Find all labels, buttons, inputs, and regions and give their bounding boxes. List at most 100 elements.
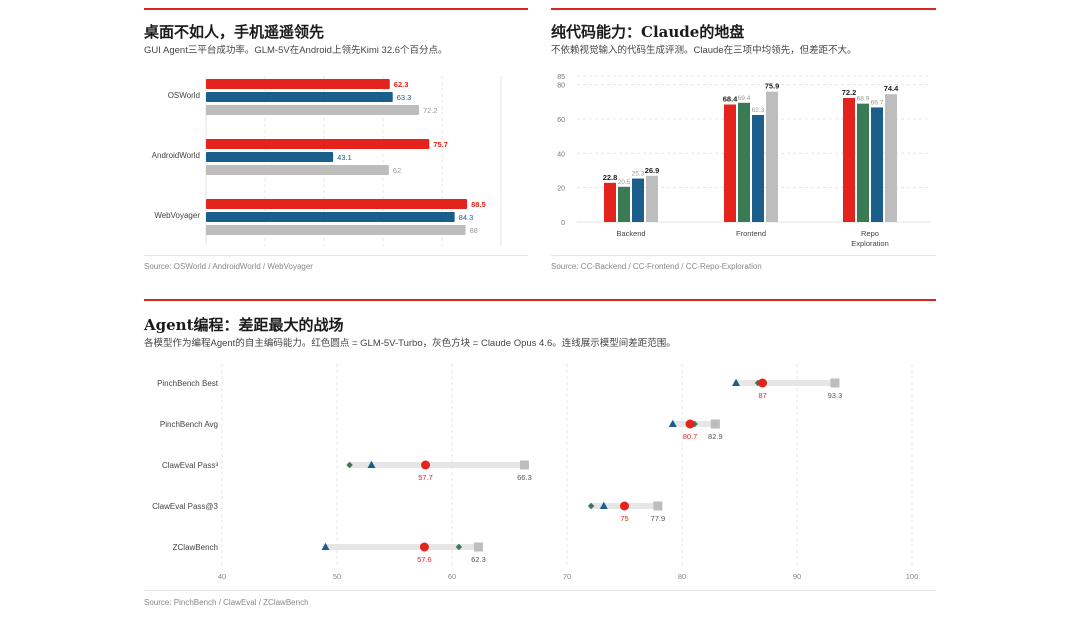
square-marker <box>830 378 840 388</box>
square-marker <box>473 542 483 552</box>
bar <box>724 104 736 222</box>
x-tick-label: 60 <box>448 572 456 581</box>
triangle-marker <box>367 460 376 468</box>
x-tick-label: 90 <box>793 572 801 581</box>
panel3-top-rule <box>144 299 936 301</box>
value-label: 72.2 <box>423 106 438 115</box>
circle-marker <box>421 460 431 470</box>
y-tick-label: 0 <box>561 220 565 227</box>
bar <box>632 178 644 222</box>
x-tick-label: 70 <box>563 572 571 581</box>
y-tick-label: 40 <box>557 151 565 158</box>
category-label: ClawEval Pass@3 <box>152 502 218 511</box>
square-value-label: 82.9 <box>708 432 723 441</box>
circle-marker <box>685 419 695 429</box>
category-label: Backend <box>616 229 645 238</box>
circle-marker <box>419 542 429 552</box>
panel2-title-cn2: 的地盘 <box>699 23 745 41</box>
diamond-marker <box>691 420 698 428</box>
bar <box>843 97 855 222</box>
bar <box>206 199 468 209</box>
category-label: Repo <box>861 229 879 238</box>
value-label: 88.5 <box>471 200 486 209</box>
value-label: 66.7 <box>871 99 884 106</box>
panel3-source-divider <box>144 590 936 591</box>
bar <box>206 165 389 175</box>
panel1-subtitle: GUI Agent三平台成功率。GLM-5V在Android上领先Kimi 32… <box>144 45 448 56</box>
bar <box>738 102 750 222</box>
panel2-title: 纯代码能力：Claude的地盘 <box>551 21 744 42</box>
bar <box>618 186 630 222</box>
bar <box>857 103 869 222</box>
bar <box>885 94 897 222</box>
panel2-source-divider <box>551 255 936 256</box>
panel2-subtitle: 不依赖视觉输入的代码生成评测。Claude在三项中均领先，但差距不大。 <box>551 45 857 56</box>
panel2-top-rule <box>551 8 936 10</box>
value-label: 62.3 <box>752 107 765 114</box>
category-label: PinchBench Best <box>157 379 219 388</box>
bar <box>604 182 616 222</box>
value-label: 68.4 <box>723 95 738 104</box>
bar <box>766 91 778 222</box>
y-tick-label: 80 <box>557 83 565 90</box>
panel2-title-brand: Claude <box>641 23 700 41</box>
value-label: 63.3 <box>397 93 412 102</box>
x-tick-label: 100 <box>906 572 919 581</box>
category-label: ZClawBench <box>173 543 218 552</box>
panel1-source: Source: OSWorld / AndroidWorld / WebVoya… <box>144 262 313 271</box>
triangle-marker <box>732 378 741 386</box>
value-label: 84.3 <box>459 213 474 222</box>
value-label: 75.7 <box>433 140 448 149</box>
category-label: Exploration <box>851 239 889 248</box>
circle-value-label: 57.7 <box>418 473 433 482</box>
chart-gui-agent-bars: OSWorld 62.3 63.3 72.2 AndroidWorld 75.7 43.1 6… <box>152 76 502 246</box>
value-label: 69.4 <box>738 95 751 102</box>
bar <box>206 212 455 222</box>
category-label: ClawEval Pass³ <box>162 461 218 470</box>
diamond-marker <box>587 502 595 510</box>
category-label: AndroidWorld <box>152 151 200 160</box>
value-label: 25.3 <box>632 171 645 178</box>
square-marker <box>519 460 529 470</box>
circle-value-label: 75 <box>620 514 628 523</box>
x-tick-label: 80 <box>678 572 686 581</box>
panel3-title-cn: 编程：差距最大的战场 <box>193 316 344 334</box>
category-label: WebVoyager <box>154 211 200 220</box>
bar <box>206 225 466 235</box>
square-value-label: 77.9 <box>651 514 666 523</box>
value-label: 20.5 <box>618 179 631 186</box>
value-label: 72.2 <box>842 88 857 97</box>
y-tick-label: 20 <box>557 186 565 193</box>
circle-value-label: 57.6 <box>417 555 432 564</box>
bar <box>206 152 334 162</box>
panel3-title: Agent编程：差距最大的战场 <box>144 314 344 335</box>
value-label: 62 <box>393 166 401 175</box>
value-label: 22.8 <box>603 173 618 182</box>
x-tick-label: 50 <box>333 572 341 581</box>
circle-marker <box>620 501 629 511</box>
square-value-label: 66.3 <box>517 473 532 482</box>
panel1-source-divider <box>144 255 528 256</box>
diamond-marker <box>346 461 353 469</box>
bar <box>871 107 883 222</box>
square-value-label: 93.3 <box>828 391 843 400</box>
panel3-title-brand: Agent <box>144 316 194 334</box>
panel2-title-cn: 纯代码能力： <box>551 23 642 41</box>
value-label: 68.9 <box>857 96 870 103</box>
chart-code-bars: 0 20 40 60 80 85 22.820.525.3 26.9 Backend 68.4 69… <box>557 74 931 248</box>
square-value-label: 62.3 <box>471 555 486 564</box>
x-tick-label: 40 <box>218 572 226 581</box>
bar <box>206 105 419 115</box>
diamond-marker <box>754 379 762 387</box>
triangle-marker <box>668 419 677 427</box>
category-label: Frontend <box>736 229 766 238</box>
bar <box>646 175 658 222</box>
panel2-source: Source: CC-Backend / CC-Frontend / CC-Re… <box>551 262 762 271</box>
triangle-marker <box>599 501 608 509</box>
y-tick-label: 85 <box>557 74 565 81</box>
bar <box>206 79 390 89</box>
bar <box>752 114 764 222</box>
panel1-top-rule <box>144 8 528 10</box>
value-label: 74.4 <box>884 84 899 93</box>
circle-value-label: 87 <box>758 391 766 400</box>
